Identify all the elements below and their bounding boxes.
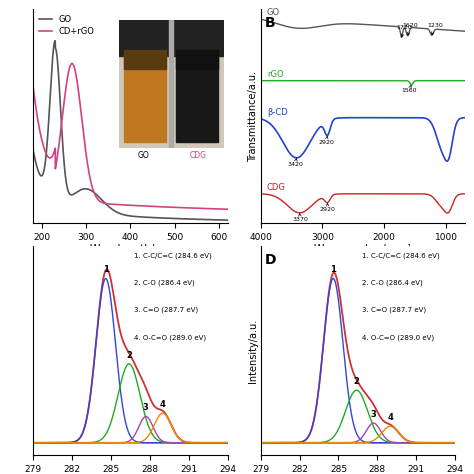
Text: 2: 2 <box>126 351 132 360</box>
Legend: GO, CD+rGO: GO, CD+rGO <box>37 14 96 37</box>
Text: 1: 1 <box>103 265 109 274</box>
Text: B: B <box>265 16 275 30</box>
Text: 4: 4 <box>387 413 393 422</box>
Text: 2. C-O (286.4 eV): 2. C-O (286.4 eV) <box>362 280 422 286</box>
Y-axis label: Intensity/a.u.: Intensity/a.u. <box>248 319 258 383</box>
Text: GO: GO <box>267 8 280 17</box>
Text: D: D <box>264 253 276 267</box>
Text: 3: 3 <box>371 410 376 419</box>
Text: 3: 3 <box>143 403 149 412</box>
Text: 1. C-C/C=C (284.6 eV): 1. C-C/C=C (284.6 eV) <box>134 253 212 259</box>
Text: 3. C=O (287.7 eV): 3. C=O (287.7 eV) <box>362 307 426 313</box>
Text: 1560: 1560 <box>401 85 416 93</box>
Text: 4. O-C=O (289.0 eV): 4. O-C=O (289.0 eV) <box>362 334 434 341</box>
Text: 2: 2 <box>354 377 359 386</box>
Text: 2920: 2920 <box>318 137 334 145</box>
Text: 2920: 2920 <box>320 203 336 212</box>
Text: 1: 1 <box>330 265 336 274</box>
Text: 4: 4 <box>160 400 166 409</box>
Text: rGO: rGO <box>267 70 283 79</box>
X-axis label: Wavenumber/cm⁻¹: Wavenumber/cm⁻¹ <box>313 244 412 254</box>
Text: 1620: 1620 <box>403 23 419 35</box>
Text: 3. C=O (287.7 eV): 3. C=O (287.7 eV) <box>134 307 198 313</box>
Text: β-CD: β-CD <box>267 108 288 117</box>
Text: 1230: 1230 <box>427 23 443 35</box>
Y-axis label: Transmittance/a.u.: Transmittance/a.u. <box>248 71 258 162</box>
Text: 1. C-C/C=C (284.6 eV): 1. C-C/C=C (284.6 eV) <box>362 253 439 259</box>
Text: CDG: CDG <box>267 183 286 192</box>
Text: 3370: 3370 <box>292 214 308 222</box>
Text: 2. C-O (286.4 eV): 2. C-O (286.4 eV) <box>134 280 195 286</box>
Text: 4. O-C=O (289.0 eV): 4. O-C=O (289.0 eV) <box>134 334 206 341</box>
X-axis label: Wavelength/nm: Wavelength/nm <box>89 244 172 254</box>
Text: 1720: 1720 <box>397 25 412 36</box>
Text: 3420: 3420 <box>287 159 303 167</box>
